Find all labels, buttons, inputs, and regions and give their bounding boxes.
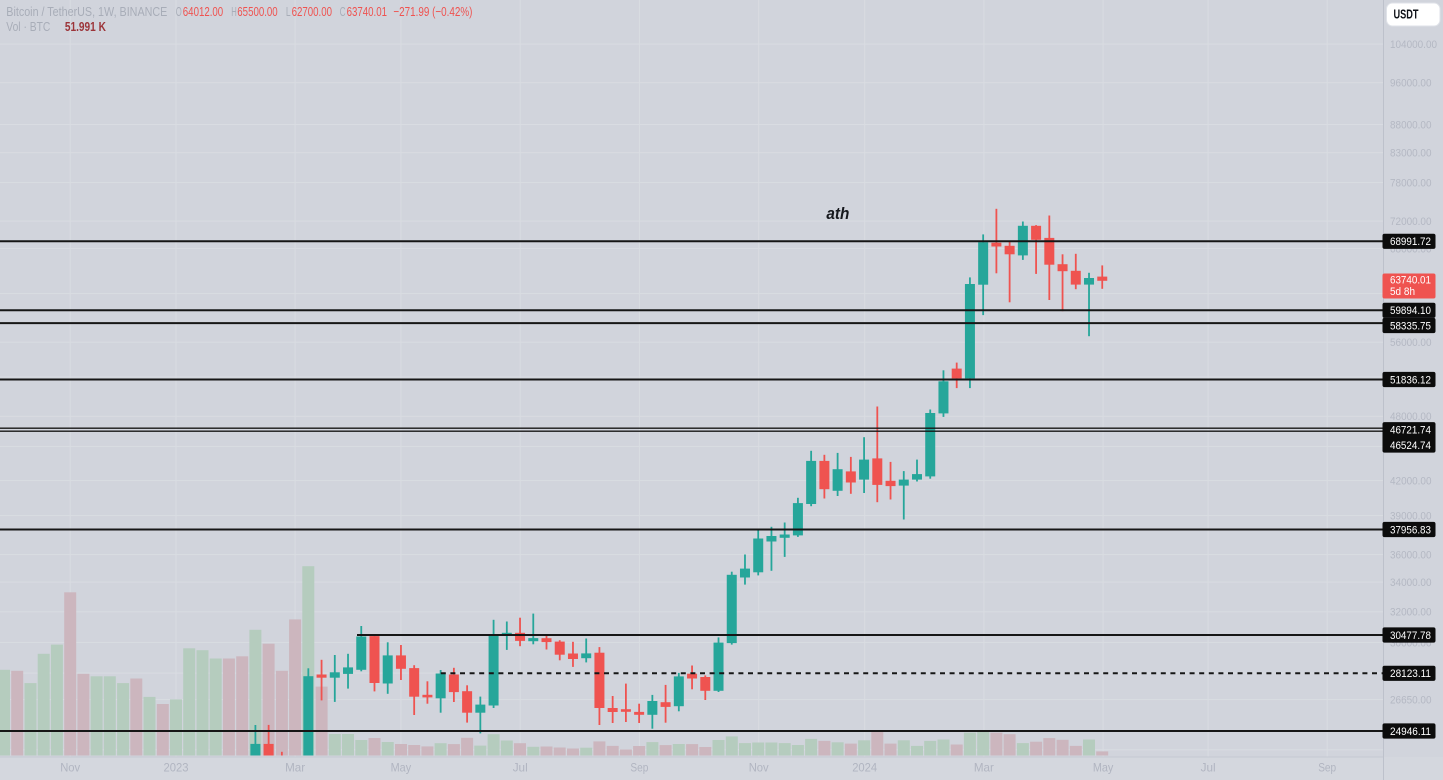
svg-text:83000.00: 83000.00	[1390, 148, 1432, 160]
svg-text:Mar: Mar	[974, 761, 994, 775]
svg-text:28123.11: 28123.11	[1390, 668, 1431, 680]
svg-text:42000.00: 42000.00	[1390, 476, 1432, 488]
svg-text:Nov: Nov	[749, 761, 769, 775]
svg-text:48000.00: 48000.00	[1390, 411, 1432, 423]
svg-text:46524.74: 46524.74	[1390, 440, 1431, 452]
svg-text:65500.00: 65500.00	[237, 4, 277, 19]
svg-text:51836.12: 51836.12	[1390, 374, 1431, 386]
svg-text:5d 8h: 5d 8h	[1390, 286, 1415, 298]
svg-text:51.991 K: 51.991 K	[65, 19, 106, 34]
svg-text:Sep: Sep	[1318, 761, 1336, 775]
svg-text:62700.00: 62700.00	[292, 4, 332, 19]
svg-text:26650.00: 26650.00	[1390, 695, 1432, 707]
svg-text:59894.10: 59894.10	[1390, 305, 1431, 317]
svg-text:58335.75: 58335.75	[1390, 320, 1431, 332]
svg-text:104000.00: 104000.00	[1390, 39, 1437, 51]
svg-text:63740.01: 63740.01	[1390, 274, 1431, 286]
svg-text:O: O	[176, 4, 182, 19]
svg-text:Jul: Jul	[513, 761, 528, 775]
svg-text:63740.01: 63740.01	[347, 4, 387, 19]
svg-text:H: H	[231, 4, 237, 19]
svg-text:C: C	[340, 4, 346, 19]
svg-text:36000.00: 36000.00	[1390, 550, 1432, 562]
svg-text:68991.72: 68991.72	[1390, 236, 1431, 248]
svg-text:USDT: USDT	[1394, 8, 1419, 22]
svg-text:Jul: Jul	[1201, 761, 1216, 775]
svg-text:−271.99 (−0.42%): −271.99 (−0.42%)	[393, 4, 472, 19]
svg-text:32000.00: 32000.00	[1390, 607, 1432, 619]
svg-text:2024: 2024	[852, 761, 877, 775]
svg-text:Sep: Sep	[630, 761, 648, 775]
svg-text:L: L	[286, 4, 291, 19]
svg-text:May: May	[1093, 761, 1114, 775]
svg-text:72000.00: 72000.00	[1390, 216, 1432, 228]
svg-text:78000.00: 78000.00	[1390, 178, 1432, 190]
svg-text:96000.00: 96000.00	[1390, 78, 1432, 90]
svg-text:May: May	[391, 761, 412, 775]
svg-text:46721.74: 46721.74	[1390, 425, 1431, 437]
svg-text:56000.00: 56000.00	[1390, 337, 1432, 349]
svg-text:Mar: Mar	[285, 761, 305, 775]
svg-text:Bitcoin / TetherUS, 1W, BINANC: Bitcoin / TetherUS, 1W, BINANCE	[6, 4, 167, 19]
svg-text:34000.00: 34000.00	[1390, 577, 1432, 589]
svg-text:88000.00: 88000.00	[1390, 119, 1432, 131]
svg-text:30477.78: 30477.78	[1390, 630, 1431, 642]
svg-text:39000.00: 39000.00	[1390, 511, 1432, 523]
svg-text:24946.11: 24946.11	[1390, 726, 1431, 738]
svg-text:ath: ath	[826, 204, 849, 223]
svg-text:Nov: Nov	[60, 761, 80, 775]
svg-text:64012.00: 64012.00	[183, 4, 223, 19]
svg-text:2023: 2023	[164, 761, 189, 775]
svg-text:37956.83: 37956.83	[1390, 524, 1431, 536]
svg-text:Vol · BTC: Vol · BTC	[6, 19, 50, 34]
